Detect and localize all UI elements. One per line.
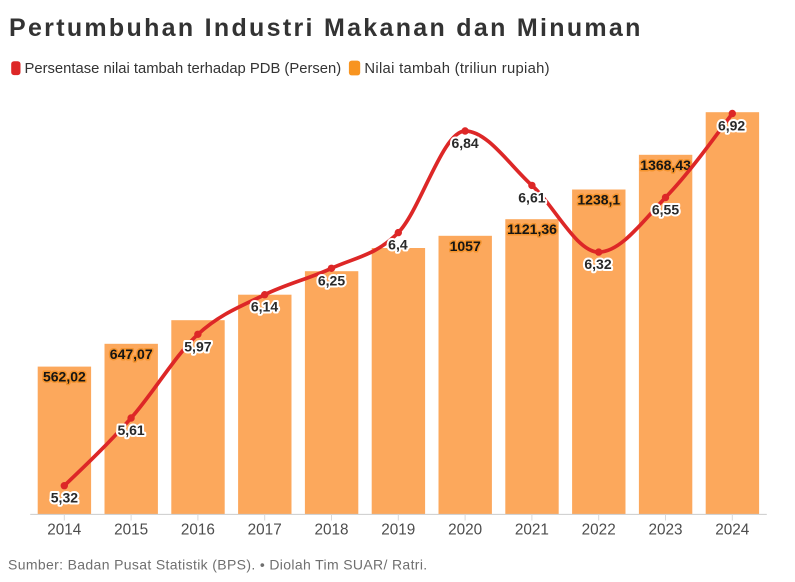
svg-text:562,02: 562,02 (43, 369, 86, 385)
svg-text:Sumber: Badan Pusat Statistik: Sumber: Badan Pusat Statistik (BPS). • D… (8, 556, 428, 572)
svg-text:2020: 2020 (448, 521, 482, 538)
svg-text:2021: 2021 (515, 521, 549, 538)
svg-text:2018: 2018 (314, 521, 348, 538)
svg-text:1368,43: 1368,43 (640, 157, 691, 173)
svg-text:6,25: 6,25 (318, 272, 345, 288)
svg-text:6,14: 6,14 (251, 299, 278, 315)
svg-text:5,97: 5,97 (184, 338, 211, 354)
svg-text:Persentase nilai tambah terhad: Persentase nilai tambah terhadap PDB (Pe… (25, 61, 342, 77)
svg-text:6,92: 6,92 (718, 118, 745, 134)
svg-text:647,07: 647,07 (110, 346, 153, 362)
svg-text:6,55: 6,55 (652, 202, 679, 218)
svg-text:5,32: 5,32 (51, 490, 78, 506)
svg-text:6,84: 6,84 (451, 135, 478, 151)
svg-text:5,61: 5,61 (117, 422, 144, 438)
svg-text:1121,36: 1121,36 (507, 221, 557, 237)
svg-text:6,61: 6,61 (518, 189, 545, 205)
svg-text:2016: 2016 (181, 521, 215, 538)
svg-text:2015: 2015 (114, 521, 148, 538)
svg-text:6,32: 6,32 (584, 256, 611, 272)
svg-text:Nilai tambah (triliun rupiah): Nilai tambah (triliun rupiah) (364, 61, 550, 77)
svg-text:2019: 2019 (381, 521, 415, 538)
svg-text:Pertumbuhan Industri Makanan d: Pertumbuhan Industri Makanan dan Minuman (9, 14, 643, 42)
svg-text:2023: 2023 (648, 521, 682, 538)
svg-text:1057: 1057 (450, 238, 481, 254)
svg-text:2022: 2022 (582, 521, 616, 538)
svg-text:2024: 2024 (715, 521, 750, 538)
svg-text:6,4: 6,4 (388, 237, 408, 253)
svg-text:1238,1: 1238,1 (577, 192, 620, 208)
svg-text:2017: 2017 (248, 521, 282, 538)
svg-text:2014: 2014 (47, 521, 82, 538)
